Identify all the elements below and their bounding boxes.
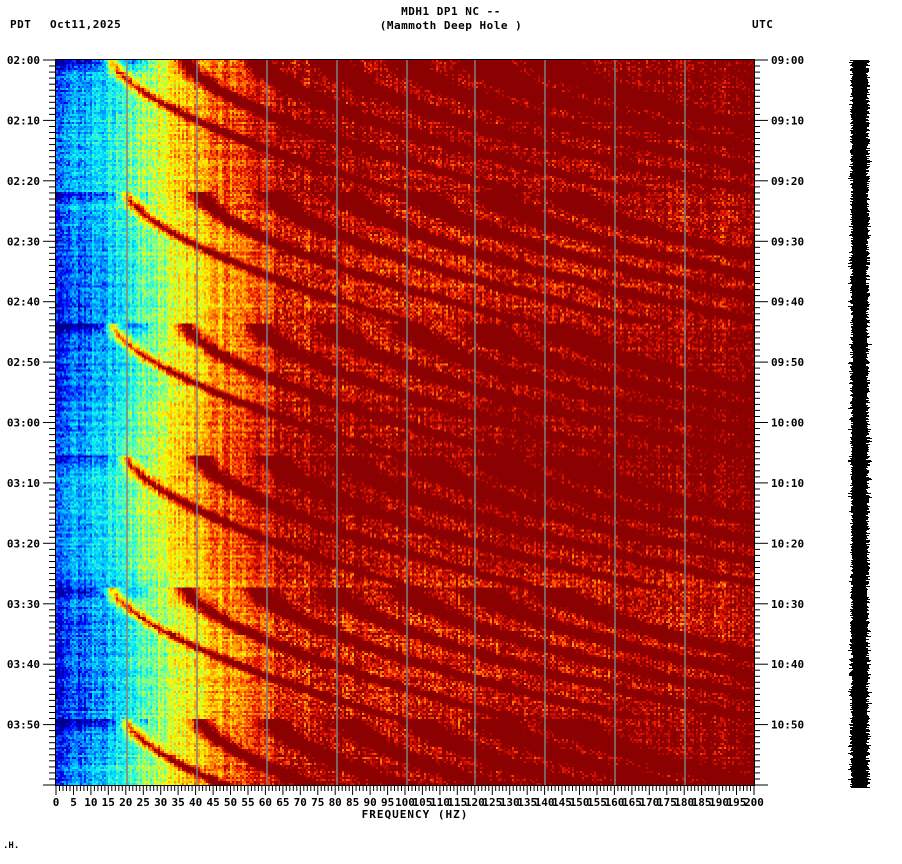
corner-artifact: .H.: [3, 841, 20, 851]
time-tick-utc: 09:30: [771, 235, 804, 248]
station-title: MDH1 DP1 NC --: [401, 5, 501, 18]
time-tick-pdt: 02:50: [7, 356, 40, 369]
time-axis-pdt: 02:00 02:10 02:20 02:30 02:40 02:50 03:00 03:10…: [7, 54, 56, 786]
time-tick-utc: 09:10: [771, 114, 804, 127]
time-tick-pdt: 03:20: [7, 537, 40, 550]
time-tick-pdt: 03:00: [7, 417, 40, 430]
time-tick-pdt: 02:30: [7, 235, 40, 248]
amplitude-trace-bar: [846, 60, 874, 788]
time-tick-utc: 09:40: [771, 296, 804, 309]
time-tick-utc: 09:50: [771, 356, 804, 369]
amplitude-trace-image: [846, 60, 874, 788]
time-tick-pdt: 03:40: [7, 658, 40, 671]
time-tick-utc: 10:30: [771, 598, 804, 611]
time-tick-utc: 10:10: [771, 477, 804, 490]
left-timezone-label: PDT: [10, 18, 32, 31]
time-tick-utc: 10:20: [771, 537, 804, 550]
station-subtitle: (Mammoth Deep Hole ): [379, 19, 523, 32]
time-tick-utc: 09:00: [771, 54, 804, 67]
date-label: Oct11,2025: [50, 18, 122, 31]
right-timezone-label: UTC: [752, 18, 774, 31]
time-tick-pdt: 02:10: [7, 114, 40, 127]
spectrogram-plot: [56, 60, 754, 785]
time-tick-pdt: 03:10: [7, 477, 40, 490]
time-tick-pdt: 02:00: [7, 54, 40, 67]
time-tick-utc: 10:00: [771, 417, 804, 430]
x-axis-label: FREQUENCY (HZ): [361, 808, 469, 821]
time-tick-utc: 10:40: [771, 658, 804, 671]
time-tick-pdt: 02:20: [7, 175, 40, 188]
time-tick-utc: 10:50: [771, 719, 804, 732]
time-tick-pdt: 03:30: [7, 598, 40, 611]
spectrogram-image: [56, 60, 754, 785]
time-tick-pdt: 03:50: [7, 719, 40, 732]
time-tick-pdt: 02:40: [7, 296, 40, 309]
time-tick-utc: 09:20: [771, 175, 804, 188]
